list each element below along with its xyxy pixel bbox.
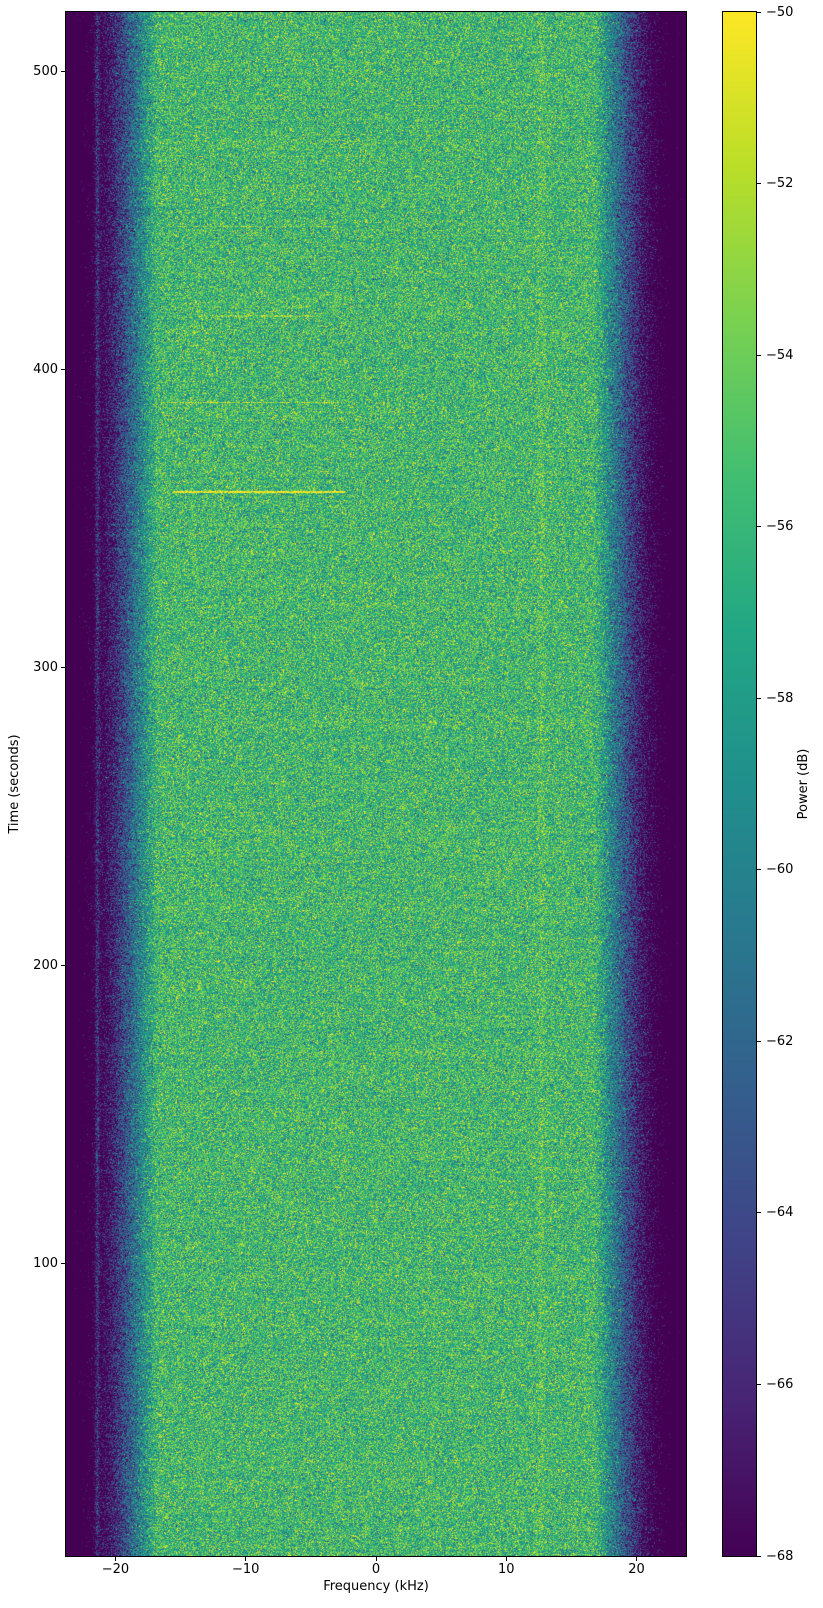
colorbar-tick-label: −54	[766, 347, 794, 363]
colorbar-tick-mark	[756, 183, 761, 185]
y-tick-label: 500	[33, 64, 58, 80]
colorbar-tick-label: −56	[766, 519, 794, 535]
colorbar-tick-mark	[756, 11, 761, 13]
colorbar-tick-mark	[756, 1212, 761, 1214]
colorbar-tick-mark	[756, 697, 761, 699]
y-axis-label: Time (seconds)	[7, 734, 22, 834]
colorbar-tick-label: −68	[766, 1548, 794, 1564]
y-tick-mark	[61, 965, 66, 967]
colorbar-tick-mark	[756, 526, 761, 528]
x-tick-mark	[505, 1556, 507, 1561]
colorbar-tick-label: −60	[766, 862, 794, 878]
x-tick-label: 20	[628, 1562, 645, 1577]
colorbar-tick-mark	[756, 1555, 761, 1557]
y-tick-mark	[61, 667, 66, 669]
y-tick-mark	[61, 369, 66, 371]
y-tick-mark	[61, 1263, 66, 1265]
colorbar-label: Power (dB)	[796, 748, 811, 820]
colorbar-tick-mark	[756, 354, 761, 356]
x-tick-mark	[636, 1556, 637, 1561]
x-tick-mark	[114, 1556, 116, 1561]
y-tick-label: 200	[33, 958, 58, 974]
x-tick-mark	[375, 1556, 377, 1561]
x-tick-label: −20	[101, 1562, 130, 1577]
colorbar-tick-label: −52	[766, 176, 794, 192]
colorbar-tick-mark	[756, 1040, 761, 1042]
x-tick-mark	[245, 1556, 247, 1561]
y-tick-mark	[61, 71, 66, 73]
x-tick-label: 10	[497, 1562, 515, 1577]
colorbar-tick-label: −62	[766, 1033, 794, 1049]
colorbar-tick-label: −66	[766, 1376, 794, 1392]
colorbar-tick-mark	[756, 1383, 761, 1385]
x-axis-label: Frequency (kHz)	[323, 1579, 429, 1594]
y-tick-label: 400	[33, 362, 58, 378]
y-tick-label: 100	[33, 1256, 58, 1272]
x-tick-label: −10	[232, 1562, 260, 1577]
x-tick-label: 0	[371, 1562, 381, 1577]
colorbar-gradient	[723, 12, 756, 1556]
y-tick-label: 300	[33, 660, 58, 676]
colorbar-tick-mark	[756, 869, 761, 871]
colorbar-tick-label: −64	[766, 1205, 794, 1221]
colorbar-tick-label: −50	[766, 4, 794, 20]
spectrogram-heatmap	[66, 12, 686, 1556]
colorbar-tick-label: −58	[766, 690, 794, 706]
